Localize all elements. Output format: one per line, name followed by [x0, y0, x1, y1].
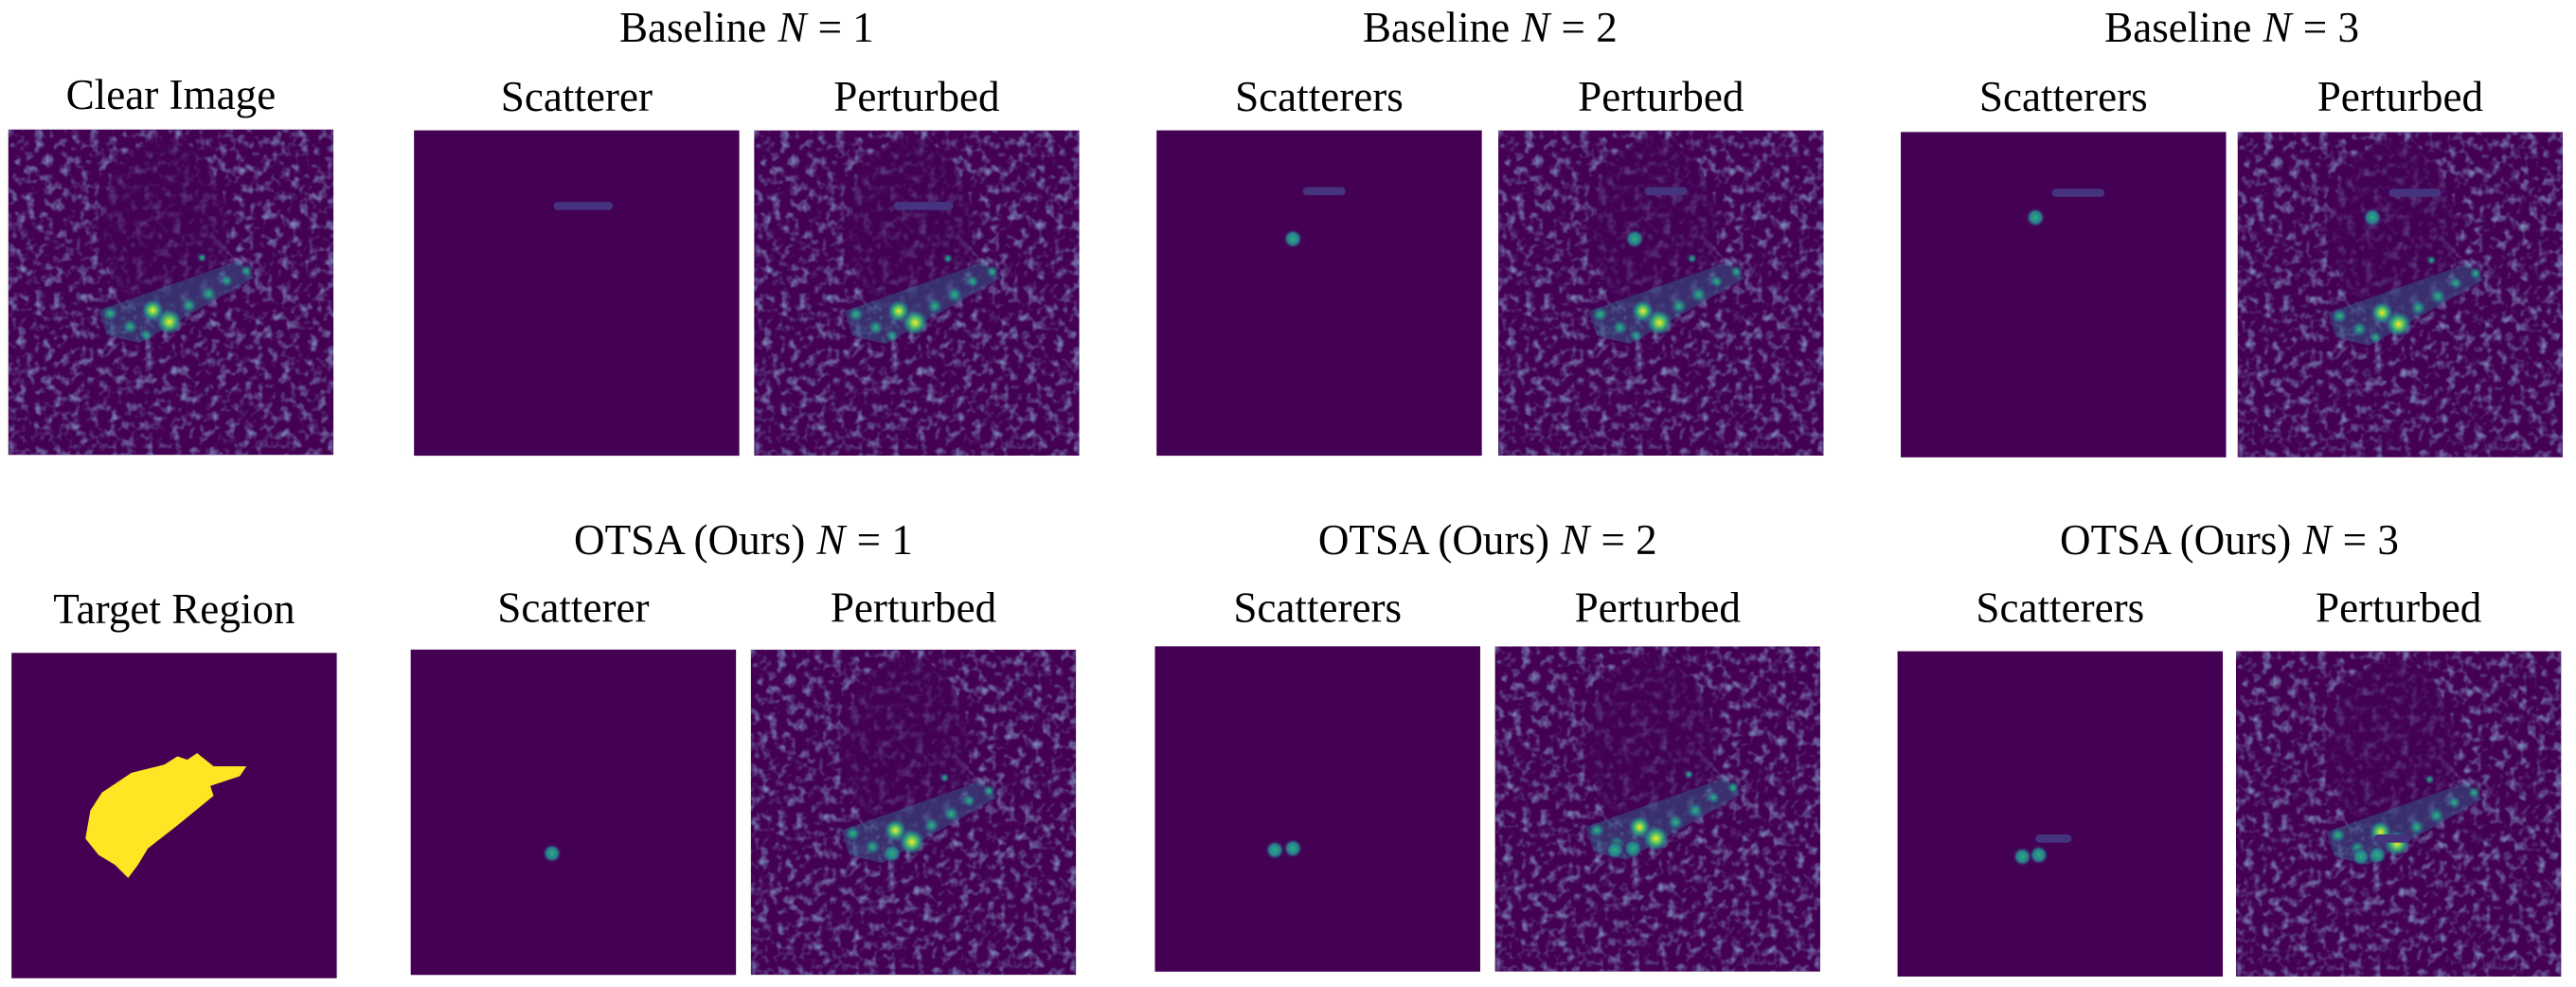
variable: N — [2301, 516, 2334, 564]
group-title: OTSA (Ours) N = 2 — [1318, 516, 1657, 564]
image-background — [1154, 646, 1480, 972]
method-name: OTSA (Ours) — [1318, 516, 1549, 564]
panel-label: Scatterers — [1235, 73, 1404, 120]
scatterer — [2025, 207, 2046, 227]
group-title: OTSA (Ours) N = 1 — [574, 516, 913, 564]
image-background — [410, 649, 737, 976]
scatterer — [2012, 846, 2032, 867]
image-background — [414, 130, 740, 457]
panel-label: Perturbed — [831, 583, 996, 631]
perturbed-image — [2238, 132, 2563, 457]
perturbed-image — [751, 650, 1076, 975]
sar-image — [2236, 652, 2561, 977]
scatterer-image — [1154, 646, 1480, 972]
scatterer — [1282, 228, 1303, 249]
count: = 3 — [2303, 4, 2359, 51]
scatterer — [893, 202, 954, 210]
scatterer — [1624, 228, 1645, 249]
image-background — [1901, 132, 2227, 458]
count: = 1 — [857, 516, 913, 564]
sar-image — [751, 650, 1076, 975]
column-label: Clear Image — [66, 71, 277, 118]
panel-label: Perturbed — [2316, 583, 2481, 631]
scatterer — [542, 843, 563, 864]
sar-image — [754, 131, 1079, 456]
scatterer-image — [410, 649, 737, 976]
scatterer-image — [1156, 130, 1482, 457]
panel-label: Scatterer — [501, 73, 653, 120]
scatterer — [2373, 834, 2410, 843]
scatterer — [1282, 838, 1303, 859]
scatterer — [2051, 188, 2105, 197]
image-background — [1156, 130, 1482, 457]
image-background — [1897, 651, 2224, 977]
variable: N — [1560, 516, 1592, 564]
panel-label: Perturbed — [1578, 73, 1744, 120]
count: = 1 — [818, 4, 874, 51]
count: = 3 — [2343, 516, 2399, 564]
method-name: Baseline — [2104, 4, 2251, 51]
panel-label: Perturbed — [2317, 73, 2483, 120]
scatterer — [2367, 845, 2388, 866]
scatterer — [1302, 187, 1346, 196]
perturbed-image — [1495, 646, 1820, 971]
variable: N — [815, 516, 848, 564]
target-region-image — [11, 653, 337, 978]
sar-image — [1498, 131, 1823, 456]
group-title: Baseline N = 1 — [619, 4, 874, 51]
panel-label: Scatterer — [497, 583, 649, 631]
scatterer — [553, 202, 614, 210]
group-title: Baseline N = 3 — [2104, 4, 2359, 51]
sar-image — [1495, 646, 1820, 971]
scatterer — [2035, 834, 2072, 843]
perturbed-image — [754, 131, 1079, 456]
panel-label: Perturbed — [833, 73, 999, 120]
variable: N — [1520, 4, 1552, 51]
perturbed-image — [2236, 652, 2561, 977]
scatterer-image — [414, 130, 740, 457]
perturbed-image — [1498, 131, 1823, 456]
scatterer — [2351, 846, 2371, 867]
scatterer — [2362, 207, 2383, 227]
scatterer — [1644, 187, 1688, 196]
count: = 2 — [1601, 516, 1656, 564]
panel-label: Perturbed — [1575, 583, 1741, 631]
group-title: Baseline N = 2 — [1363, 4, 1618, 51]
group-title: OTSA (Ours) N = 3 — [2060, 516, 2399, 564]
scatterer — [1264, 840, 1285, 860]
scatterer — [2388, 188, 2442, 197]
scatterer — [882, 843, 903, 864]
scatterer-image — [1897, 651, 2224, 977]
panel-label: Scatterers — [1979, 73, 2148, 120]
method-name: Baseline — [619, 4, 766, 51]
count: = 2 — [1562, 4, 1618, 51]
method-name: OTSA (Ours) — [2060, 516, 2291, 564]
scatterer — [1604, 840, 1625, 860]
clear-image — [9, 130, 333, 455]
scatterer — [1622, 838, 1643, 859]
variable: N — [777, 4, 809, 51]
panel-label: Scatterers — [1233, 583, 1402, 631]
method-name: OTSA (Ours) — [574, 516, 805, 564]
column-label: Target Region — [53, 585, 295, 633]
scatterer-image — [1901, 132, 2227, 458]
scatterer — [2029, 845, 2049, 866]
variable: N — [2263, 4, 2295, 51]
method-name: Baseline — [1363, 4, 1510, 51]
panel-label: Scatterers — [1976, 583, 2144, 631]
sar-image — [2238, 132, 2563, 457]
